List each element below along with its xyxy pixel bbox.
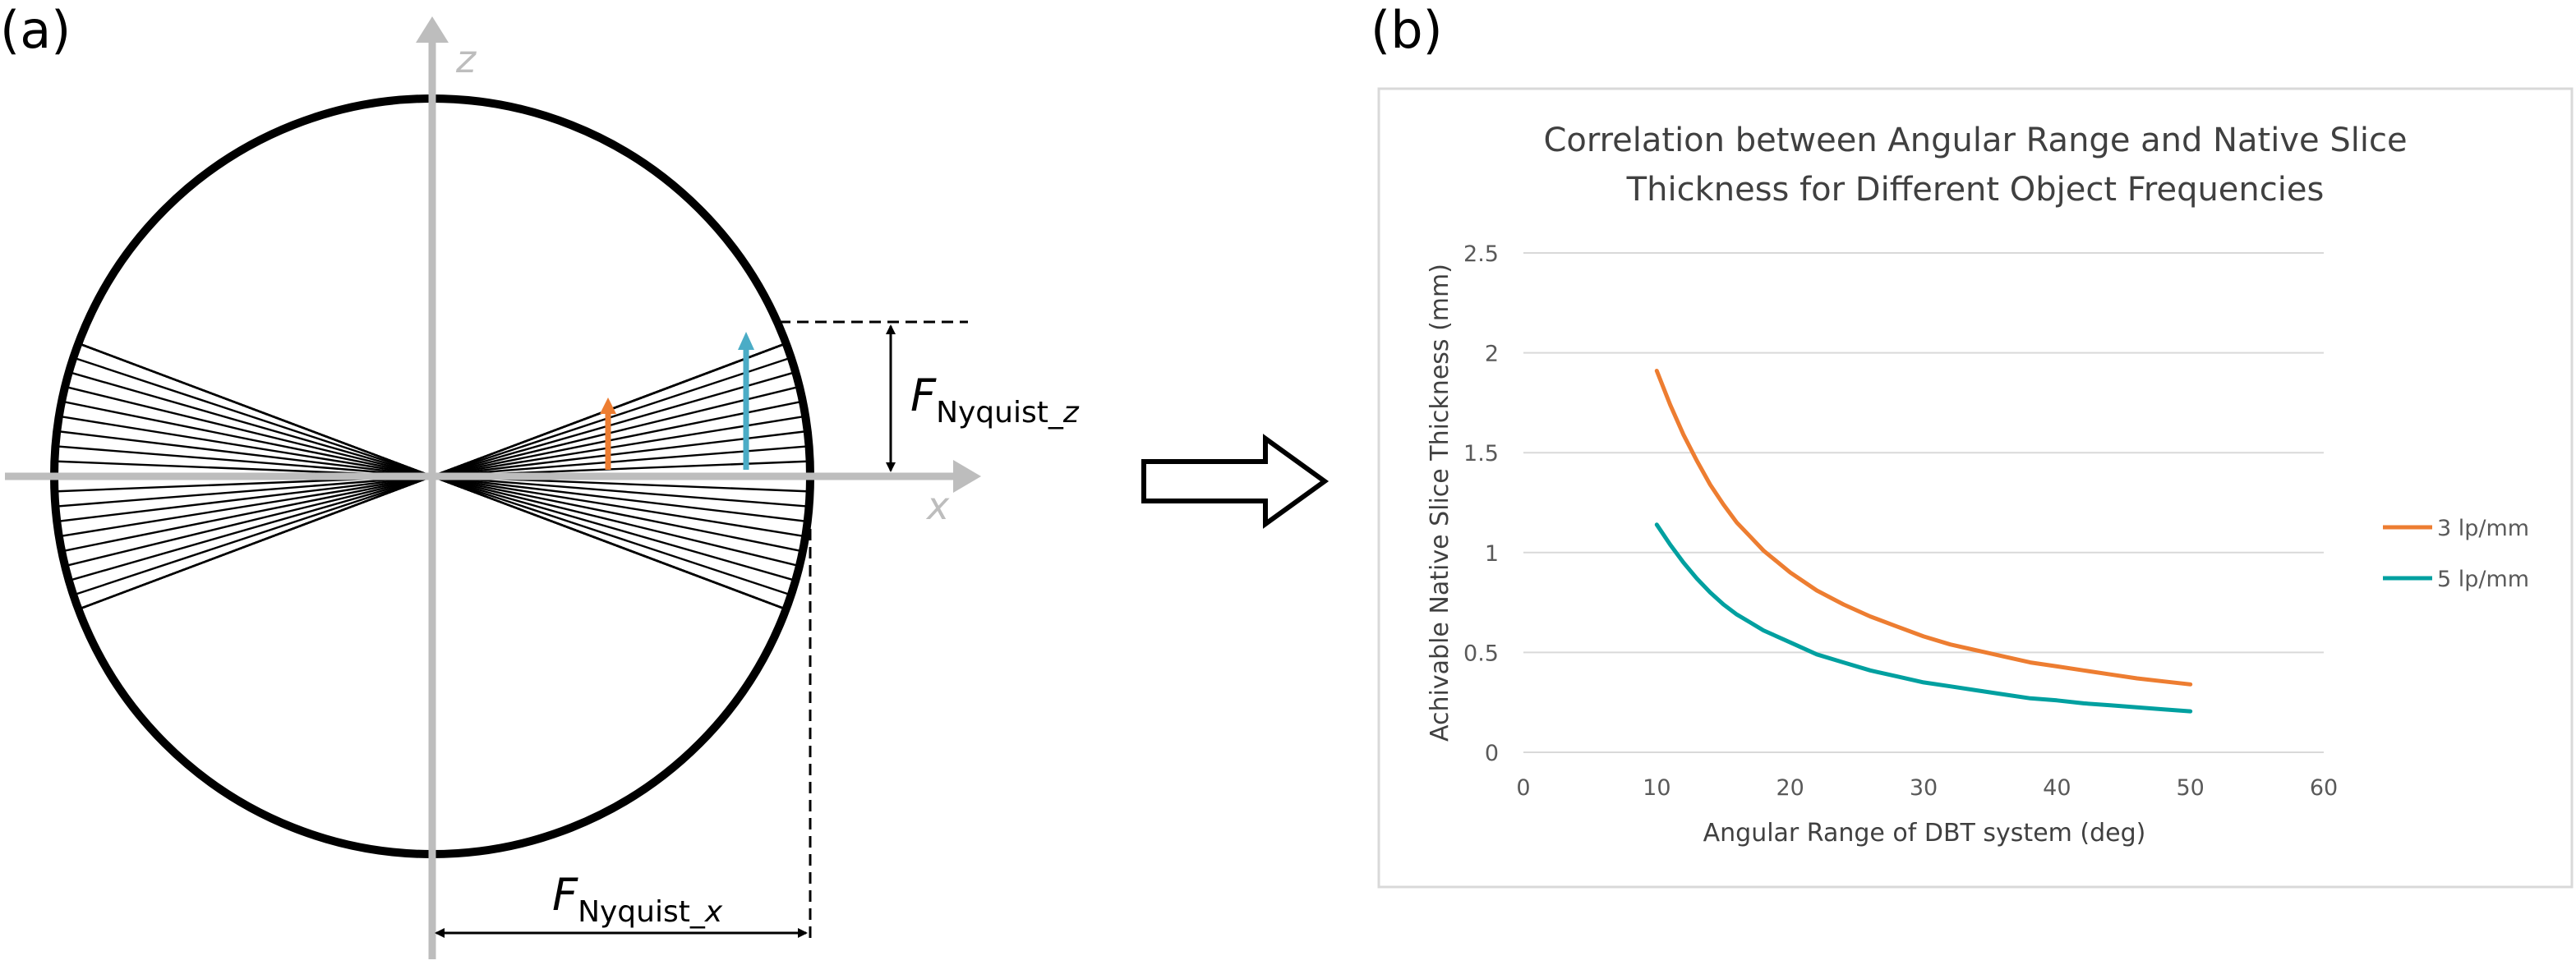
chart-series (1654, 369, 2193, 714)
fan-line (431, 475, 809, 508)
fan-line (431, 475, 806, 538)
fan-line (431, 475, 800, 568)
y-tick-label: 2.5 (1463, 241, 1499, 267)
fan-line (72, 356, 433, 478)
panel-a-label: (a) (0, 0, 71, 60)
x-tick-label: 40 (2043, 775, 2071, 801)
axis-z (416, 16, 449, 959)
y-tick-label: 2 (1485, 342, 1499, 367)
fan-line (57, 430, 433, 478)
chart-title-line2: Thickness for Different Object Frequenci… (1626, 171, 2325, 209)
x-axis-label: Angular Range of DBT system (deg) (1703, 819, 2146, 848)
fan-line (431, 370, 796, 478)
teal-frequency-arrow (738, 332, 754, 470)
fan-line (431, 475, 804, 553)
x-tick-label: 60 (2310, 775, 2338, 801)
fan-line (68, 370, 433, 478)
nyquist-x-label: FNyquist_x (552, 869, 723, 929)
fan-line (55, 475, 433, 508)
fan-line (431, 475, 787, 610)
x-tick-labels: 0 10 20 30 40 50 60 (1516, 775, 2338, 801)
fan-line (58, 415, 433, 478)
series-line-3-lp-mm (1654, 369, 2193, 687)
x-tick-label: 20 (1776, 775, 1804, 801)
fan-line (431, 385, 800, 478)
fan-line (77, 342, 433, 478)
chart-title-line1: Correlation between Angular Range and Na… (1543, 122, 2407, 159)
fan-line (72, 475, 433, 596)
fan-line (431, 475, 808, 523)
panel-b-label: (b) (1371, 0, 1443, 60)
panel-b: (b) Correlation between Angular Range an… (1371, 0, 2574, 889)
fan-line (77, 475, 433, 610)
fan-line (57, 475, 433, 523)
fan-line (58, 475, 433, 538)
series-line-5-lp-mm (1654, 522, 2193, 714)
y-tick-label: 1 (1485, 541, 1499, 567)
x-tick-label: 10 (1643, 775, 1670, 801)
nyquist-x-dimension (435, 493, 812, 944)
fan-line (64, 475, 433, 568)
fan-line (431, 475, 796, 582)
x-tick-label: 50 (2176, 775, 2204, 801)
axis-x-label: x (925, 484, 950, 528)
sampling-fan-lines (54, 342, 810, 610)
y-axis-label: Achivable Native Slice Thickness (mm) (1426, 264, 1454, 742)
axis-z-label: z (455, 37, 477, 81)
fan-line (61, 400, 433, 478)
fan-line (55, 445, 433, 478)
nyquist-z-label: FNyquist_z (910, 370, 1080, 430)
chart-gridlines (1523, 252, 2324, 753)
fan-line (431, 356, 792, 478)
fan-line (431, 400, 804, 478)
transition-arrow (1141, 434, 1329, 529)
fan-line (61, 475, 433, 553)
y-tick-label: 0 (1485, 741, 1499, 766)
nyquist-z-dimension (779, 320, 968, 472)
y-tick-label: 1.5 (1463, 441, 1499, 466)
y-tick-label: 0.5 (1463, 641, 1499, 666)
chart-legend: 3 lp/mm 5 lp/mm (2383, 516, 2529, 592)
x-tick-label: 0 (1516, 775, 1530, 801)
fan-line (431, 445, 809, 478)
orange-frequency-arrow (600, 397, 616, 470)
fan-line (431, 475, 792, 596)
y-tick-labels: 0 0.5 1 1.5 2 2.5 (1463, 241, 1499, 766)
panel-a: (a) z x FNyquist_z (0, 0, 1080, 959)
fan-line (431, 415, 806, 478)
legend-label: 5 lp/mm (2437, 567, 2529, 592)
chart-frame (1377, 87, 2574, 889)
axis-x (5, 460, 981, 493)
legend-label: 3 lp/mm (2437, 516, 2529, 541)
fan-line (64, 385, 433, 478)
fan-line (68, 475, 433, 582)
x-tick-label: 30 (1910, 775, 1938, 801)
